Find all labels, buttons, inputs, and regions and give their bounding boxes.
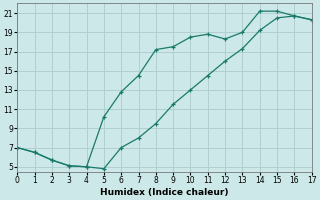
X-axis label: Humidex (Indice chaleur): Humidex (Indice chaleur) [100,188,229,197]
